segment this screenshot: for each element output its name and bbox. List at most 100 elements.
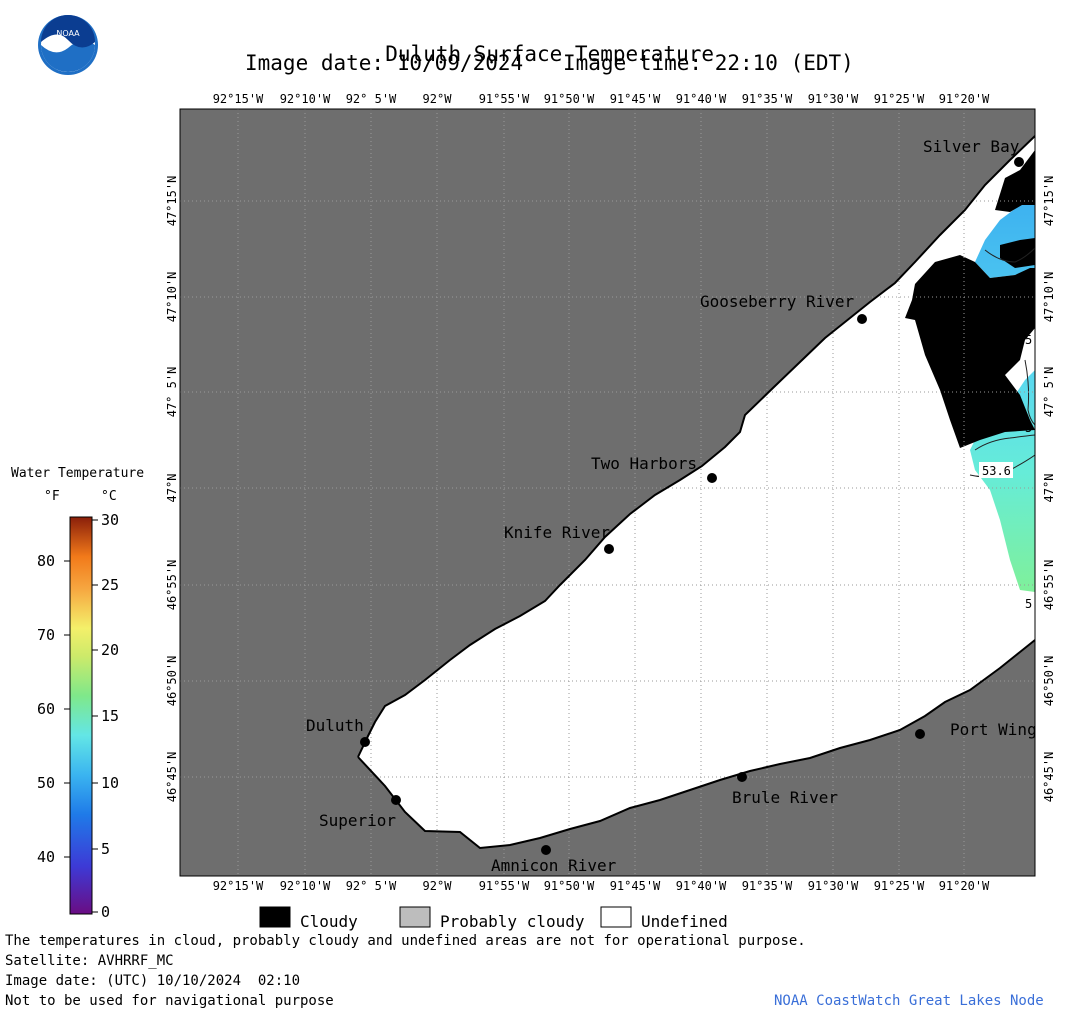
- key-cloudy-swatch: [259, 906, 291, 928]
- place-label-silver-bay: Silver Bay: [923, 137, 1020, 156]
- place-marker: [1014, 157, 1024, 167]
- image-date-label: Image date: 10/09/2024: [245, 51, 524, 75]
- temperature-label: 53.6: [982, 464, 1011, 478]
- image-date-utc-text: Image date: (UTC) 10/10/2024 02:10: [5, 973, 301, 989]
- lon-label: 91°40'W: [676, 92, 727, 106]
- lon-label: 92°W: [423, 92, 453, 106]
- temperature-label: 5: [1025, 421, 1032, 435]
- image-time-label: Image time: 22:10 (EDT): [563, 51, 854, 75]
- place-label-brule-river: Brule River: [732, 788, 838, 807]
- key-probably-cloudy-label: Probably cloudy: [440, 912, 585, 931]
- logo-text: NOAA: [56, 29, 80, 38]
- lat-label: 46°55'N: [1042, 560, 1056, 611]
- place-marker: [915, 729, 925, 739]
- legend-c-tick: 20: [101, 641, 119, 659]
- legend-f-tick: 80: [37, 552, 55, 570]
- lon-label: 91°35'W: [742, 879, 793, 893]
- water-temperature-area: [970, 195, 1035, 592]
- legend-c-tick: 0: [101, 903, 110, 921]
- place-label-gooseberry-river: Gooseberry River: [700, 292, 854, 311]
- place-label-superior: Superior: [319, 811, 396, 830]
- key-undefined-label: Undefined: [641, 912, 728, 931]
- lon-label: 91°45'W: [610, 92, 661, 106]
- satellite-text: Satellite: AVHRRF_MC: [5, 953, 174, 969]
- key-undefined-swatch: [600, 906, 632, 928]
- place-marker: [360, 737, 370, 747]
- lon-label: 91°30'W: [808, 879, 859, 893]
- lat-label: 47°10'N: [165, 272, 179, 323]
- noaa-logo-icon: NOAA: [38, 15, 98, 75]
- place-marker: [604, 544, 614, 554]
- legend-c-tick: 15: [101, 707, 119, 725]
- lon-label: 91°40'W: [676, 879, 727, 893]
- place-label-knife-river: Knife River: [504, 523, 610, 542]
- lon-label: 92° 5'W: [346, 879, 397, 893]
- lat-label: 47°15'N: [165, 176, 179, 227]
- lon-label: 92°15'W: [213, 92, 264, 106]
- page-title: Duluth Surface Temperature: [385, 42, 715, 66]
- temperature-contour: [984, 247, 1035, 263]
- lon-label: 92° 5'W: [346, 92, 397, 106]
- lon-label: 92°10'W: [280, 879, 331, 893]
- legend-unit-c: °C: [101, 489, 117, 504]
- map-grid: [180, 109, 1035, 876]
- temperature-contour: [1024, 359, 1035, 426]
- lat-label: 46°45'N: [1042, 752, 1056, 803]
- lon-label: 91°45'W: [610, 879, 661, 893]
- lon-label: 92°10'W: [280, 92, 331, 106]
- lat-label: 46°50'N: [1042, 656, 1056, 707]
- legend-f-tick: 60: [37, 700, 55, 718]
- legend-f-tick: 70: [37, 626, 55, 644]
- place-label-two-harbors: Two Harbors: [591, 454, 697, 473]
- lon-label: 91°20'W: [939, 879, 990, 893]
- lon-label: 91°50'W: [544, 879, 595, 893]
- legend-c-tick: 30: [101, 511, 119, 529]
- credit-text: NOAA CoastWatch Great Lakes Node: [774, 993, 1044, 1009]
- lat-label: 46°55'N: [165, 560, 179, 611]
- lon-label: 92°15'W: [213, 879, 264, 893]
- lake-undefined-area: [358, 136, 1035, 848]
- legend-c-tick: 5: [101, 840, 110, 858]
- key-probably-cloudy-swatch: [399, 906, 431, 928]
- lon-label: 91°25'W: [874, 92, 925, 106]
- temperature-label: 5: [1025, 333, 1032, 347]
- disclaimer-text: The temperatures in cloud, probably clou…: [5, 933, 806, 949]
- lat-label: 47°N: [1042, 474, 1056, 503]
- lon-label: 91°50'W: [544, 92, 595, 106]
- cloudy-area: [905, 255, 1035, 448]
- legend-c-tick: 10: [101, 774, 119, 792]
- lat-label: 46°45'N: [165, 752, 179, 803]
- cloudy-area: [1000, 238, 1035, 268]
- legend-f-tick: 50: [37, 774, 55, 792]
- south-shoreline: [357, 639, 1035, 850]
- map-border: [179, 108, 1036, 877]
- lon-label: 92°W: [423, 879, 453, 893]
- legend-c-tick: 25: [101, 576, 119, 594]
- cloudy-area: [995, 150, 1035, 212]
- key-cloudy-label: Cloudy: [300, 912, 358, 931]
- legend-title: Water Temperature: [11, 466, 144, 481]
- legend-f-tick: 40: [37, 848, 55, 866]
- legend-unit-f: °F: [44, 489, 60, 504]
- place-label-amnicon-river: Amnicon River: [491, 856, 617, 875]
- place-marker: [541, 845, 551, 855]
- place-label-duluth: Duluth: [306, 716, 364, 735]
- place-marker: [391, 795, 401, 805]
- lat-label: 47°N: [165, 474, 179, 503]
- place-marker: [737, 772, 747, 782]
- lon-label: 91°35'W: [742, 92, 793, 106]
- place-marker: [707, 473, 717, 483]
- temperature-label: 5: [1025, 597, 1032, 611]
- lon-label: 91°55'W: [479, 92, 530, 106]
- place-marker: [857, 314, 867, 324]
- lat-label: 47°10'N: [1042, 272, 1056, 323]
- lon-label: 91°30'W: [808, 92, 859, 106]
- lat-label: 47°15'N: [1042, 176, 1056, 227]
- lon-label: 91°55'W: [479, 879, 530, 893]
- lat-label: 47° 5'N: [1042, 367, 1056, 418]
- lat-label: 47° 5'N: [165, 367, 179, 418]
- lat-label: 46°50'N: [165, 656, 179, 707]
- place-label-port-wing: Port Wing: [950, 720, 1037, 739]
- temperature-label-bg: [979, 462, 1013, 478]
